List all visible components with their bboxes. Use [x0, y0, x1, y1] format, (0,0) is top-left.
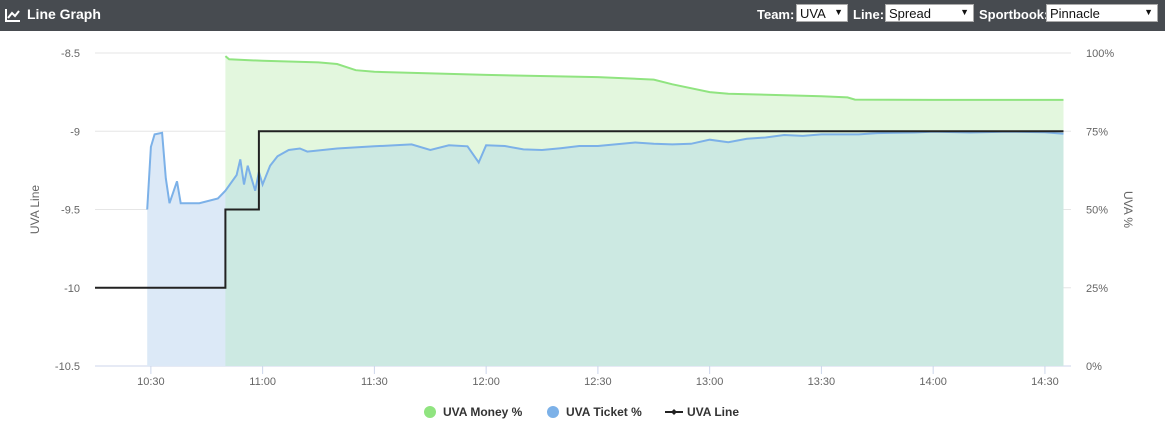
team-label: Team: [757, 7, 795, 22]
y-left-tick-label: -10 [64, 283, 80, 295]
page-title: Line Graph [27, 6, 101, 22]
overlap-area [225, 131, 1064, 366]
money-line [224, 55, 1064, 101]
legend-money-dot [424, 406, 436, 418]
line-select-value: Spread [889, 6, 931, 21]
y-left-tick-label: -8.5 [61, 48, 80, 60]
legend-line-label: UVA Line [687, 405, 740, 419]
legend-money-label: UVA Money % [443, 405, 523, 419]
x-tick-label: 13:00 [696, 376, 724, 388]
uva-line [95, 130, 1064, 289]
sportbook-select[interactable]: Pinnacle ▼ [1046, 4, 1158, 22]
chevron-down-icon: ▼ [960, 7, 969, 17]
y-left-tick-label: -9.5 [61, 205, 80, 217]
y-right-tick-label: 50% [1086, 205, 1108, 217]
y-right-tick-label: 75% [1086, 126, 1108, 138]
x-tick-label: 10:30 [137, 376, 165, 388]
x-tick-label: 11:30 [361, 376, 388, 388]
line-chart-icon [5, 9, 20, 22]
legend-ticket-dot [547, 406, 559, 418]
x-tick-label: 13:30 [808, 376, 836, 388]
ticket-line [146, 130, 1064, 210]
chevron-down-icon: ▼ [834, 7, 843, 17]
team-select[interactable]: UVA ▼ [796, 4, 848, 22]
line-graph-chart: -8.5 -9 -9.5 -10 -10.5 100% 75% 50% 25% 0% 10:30 11… [28, 48, 1135, 388]
y-left-axis-title: UVA Line [28, 185, 42, 234]
y-left-tick-label: -9 [70, 126, 80, 138]
x-tick-label: 14:00 [919, 376, 947, 388]
line-label: Line: [853, 7, 885, 22]
chevron-down-icon: ▼ [1144, 7, 1153, 17]
x-tick-label: 12:00 [472, 376, 500, 388]
legend-ticket-label: UVA Ticket % [566, 405, 642, 419]
y-right-tick-label: 0% [1086, 361, 1102, 373]
sportbook-label: Sportbook: [979, 7, 1049, 22]
header-bar: Line Graph Team: UVA ▼ Line: Spread ▼ Sp… [0, 0, 1165, 31]
x-tick-label: 14:30 [1031, 376, 1059, 388]
y-right-tick-label: 100% [1086, 48, 1114, 60]
legend-line-marker [665, 409, 683, 415]
team-select-value: UVA [800, 6, 826, 21]
sportbook-select-value: Pinnacle [1050, 6, 1100, 21]
x-tick-label: 11:00 [249, 376, 276, 388]
y-right-axis-title: UVA % [1121, 191, 1135, 228]
x-tick-label: 12:30 [584, 376, 612, 388]
line-select[interactable]: Spread ▼ [885, 4, 974, 22]
y-right-tick-label: 25% [1086, 283, 1108, 295]
y-left-tick-label: -10.5 [55, 361, 80, 373]
